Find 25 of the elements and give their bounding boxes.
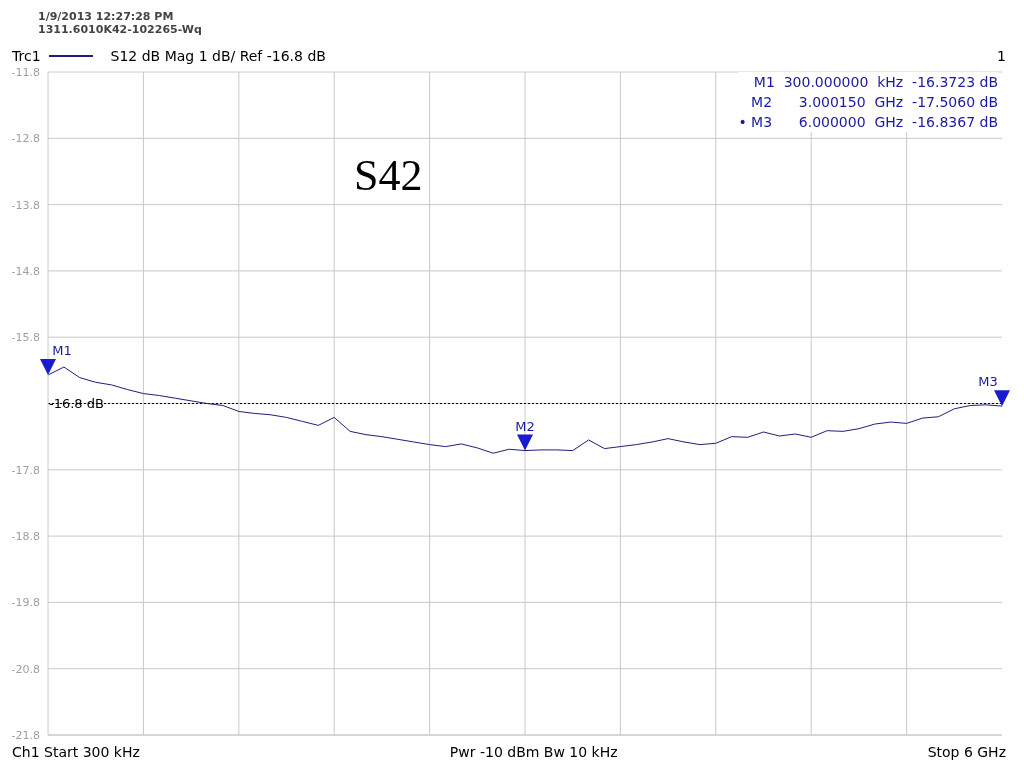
text: S12 dB Mag 1 dB/ Ref -16.8 dB [110,48,326,64]
y-tick-label: -21.8 [11,728,40,742]
y-tick-label: -18.8 [11,530,40,544]
annotation: M1 300.000000 kHz -16.3723 dB [752,73,998,92]
text: 1/9/2013 12:27:28 PM [38,10,175,23]
text: S42 [354,150,423,201]
text: 1 [997,48,1006,64]
annotation: • M3 6.000000 GHz -16.8367 dB [738,113,998,132]
y-tick-label: -19.8 [11,596,40,610]
text: Stop 6 GHz [927,744,1006,760]
text: 1311.6010K42-102265-Wq [38,23,203,36]
y-tick-label: -14.8 [11,264,40,278]
y-tick-label: -13.8 [11,198,40,212]
y-tick-label: -20.8 [11,662,40,676]
y-tick-label: -15.8 [11,331,40,345]
text: Ch1 Start 300 kHz [12,744,140,760]
y-tick-label: -11.8 [11,65,40,79]
data-label: M3 [978,374,998,390]
data-label: M2 [515,418,535,434]
text: Pwr -10 dBm Bw 10 kHz [449,744,618,760]
legend-label: Trc1 [12,48,41,64]
data-label: M1 [52,342,72,358]
annotation: M2 3.000150 GHz -17.5060 dB [750,93,998,112]
y-tick-label: -12.8 [11,132,40,146]
y-tick-label: -17.8 [11,463,40,477]
